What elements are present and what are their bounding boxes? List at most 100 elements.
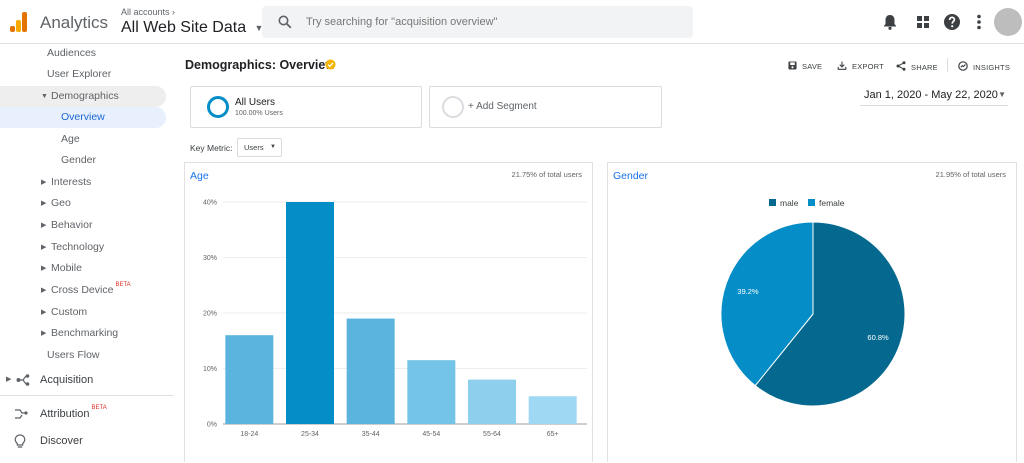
- pie-slice-female[interactable]: [720, 221, 814, 387]
- search-bar[interactable]: [262, 6, 693, 38]
- sidebar-item-cross-device[interactable]: ▶ Cross Device BETA: [0, 280, 166, 301]
- save-button[interactable]: SAVE: [788, 61, 822, 71]
- add-segment-label: + Add Segment: [468, 101, 537, 112]
- age-panel: Age 21.75% of total users 0% 10% 20% 30% 40%…: [184, 162, 593, 462]
- sidebar-item-label: Mobile: [51, 262, 82, 274]
- sidebar-item-label-wrap: Cross Device BETA: [51, 280, 131, 301]
- sidebar-item-custom[interactable]: ▶ Custom: [0, 302, 166, 323]
- avatar[interactable]: [994, 8, 1022, 36]
- search-input[interactable]: [306, 13, 676, 31]
- top-bar: Analytics All accounts › All Web Site Da…: [0, 0, 1024, 44]
- sidebar-item-geo[interactable]: ▶ Geo: [0, 193, 166, 214]
- bell-icon[interactable]: [880, 12, 900, 32]
- sidebar-item-mobile[interactable]: ▶ Mobile: [0, 258, 166, 279]
- x-tick-label: 65+: [547, 431, 559, 438]
- sidebar-item-behavior[interactable]: ▶ Behavior: [0, 215, 166, 236]
- beta-badge: BETA: [115, 282, 131, 288]
- beta-badge: BETA: [91, 405, 107, 411]
- legend-item-male[interactable]: male: [769, 198, 798, 208]
- bar-18-24[interactable]: [225, 335, 274, 424]
- apps-grid-icon[interactable]: [913, 12, 933, 32]
- search-icon: [278, 15, 292, 29]
- save-icon: [788, 61, 797, 70]
- chevron-right-icon: ›: [172, 7, 176, 17]
- bar-25-34[interactable]: [286, 202, 334, 424]
- sidebar-item-label: Acquisition: [40, 374, 94, 386]
- sidebar-item-label: Demographics: [51, 90, 119, 102]
- sidebar-item-label: User Explorer: [47, 68, 112, 80]
- sidebar-item-label: Benchmarking: [51, 327, 119, 339]
- gender-pie-chart: 60.8% 39.2%: [720, 221, 906, 407]
- add-segment-button[interactable]: + Add Segment: [429, 86, 662, 128]
- insights-label: INSIGHTS: [973, 63, 1011, 72]
- gender-pct-of-total: 21.95% of total users: [935, 170, 1006, 179]
- property-name: All Web Site Data: [121, 19, 247, 36]
- sidebar-item-gender[interactable]: Gender: [0, 150, 166, 171]
- sidebar-item-label: Interests: [51, 176, 92, 188]
- segment-all-users[interactable]: All Users 100.00% Users: [190, 86, 422, 128]
- export-icon: [837, 61, 847, 70]
- legend-swatch: [769, 199, 776, 206]
- more-vert-icon[interactable]: [969, 12, 989, 32]
- property-selector[interactable]: All Web Site Data ▼: [121, 19, 263, 37]
- sidebar-item-audiences[interactable]: Audiences: [0, 43, 166, 64]
- bar-45-54[interactable]: [407, 360, 456, 424]
- account-breadcrumb[interactable]: All accounts ›: [121, 7, 175, 17]
- y-tick-label: 20%: [203, 311, 217, 318]
- caret-down-icon: ▼: [998, 90, 1006, 99]
- x-tick-label: 25-34: [301, 431, 319, 438]
- bar-65+[interactable]: [528, 396, 577, 424]
- page-title: Demographics: Overview: [185, 58, 336, 72]
- sidebar-item-label: Cross Device: [51, 284, 114, 296]
- y-tick-label: 10%: [203, 366, 217, 373]
- insights-icon: [958, 61, 968, 71]
- sidebar-item-acquisition[interactable]: ▶ Acquisition: [0, 369, 174, 391]
- help-icon[interactable]: [942, 12, 962, 32]
- caret-down-icon: ▼: [270, 144, 276, 150]
- key-metric-value: Users: [244, 143, 264, 152]
- sidebar-item-benchmarking[interactable]: ▶ Benchmarking: [0, 323, 166, 344]
- empty-segment-ring-icon: [442, 96, 464, 118]
- sidebar-item-label: Audiences: [47, 47, 97, 59]
- acquisition-icon: [16, 374, 30, 386]
- age-pct-of-total: 21.75% of total users: [511, 170, 582, 179]
- pie-slice-male[interactable]: [754, 221, 906, 407]
- x-tick-label: 55-64: [483, 431, 501, 438]
- sidebar-item-discover[interactable]: Discover: [0, 430, 174, 452]
- caret-right-icon: ▶: [6, 376, 12, 383]
- caret-right-icon: ▶: [41, 179, 47, 186]
- attribution-icon: [15, 409, 28, 419]
- legend-label: female: [819, 198, 845, 208]
- date-range-picker[interactable]: Jan 1, 2020 - May 22, 2020 ▼: [860, 86, 1008, 106]
- segment-name: All Users: [235, 97, 276, 108]
- caret-down-icon: ▼: [254, 22, 264, 33]
- account-breadcrumb-label: All accounts: [121, 7, 170, 17]
- actions-divider: [947, 58, 948, 72]
- legend-item-female[interactable]: female: [808, 198, 845, 208]
- sidebar-item-age[interactable]: Age: [0, 129, 166, 150]
- key-metric-select[interactable]: Users ▼: [237, 138, 282, 157]
- insights-button[interactable]: INSIGHTS: [958, 61, 1010, 72]
- sidebar-item-attribution[interactable]: Attribution BETA: [0, 403, 174, 425]
- sidebar-item-demographics[interactable]: ▼ Demographics: [0, 86, 166, 107]
- sidebar-item-interests[interactable]: ▶ Interests: [0, 172, 166, 193]
- caret-right-icon: ▶: [41, 287, 47, 294]
- bar-35-44[interactable]: [346, 318, 395, 424]
- export-label: EXPORT: [852, 62, 884, 71]
- share-label: SHARE: [911, 63, 938, 72]
- app-name[interactable]: Analytics: [40, 13, 109, 32]
- sidebar-item-label: Age: [61, 133, 80, 145]
- sidebar-item-label: Behavior: [51, 219, 93, 231]
- bar-55-64[interactable]: [468, 379, 516, 424]
- caret-right-icon: ▶: [41, 200, 47, 207]
- y-tick-label: 30%: [203, 255, 217, 262]
- export-button[interactable]: EXPORT: [837, 61, 884, 71]
- caret-right-icon: ▶: [41, 244, 47, 251]
- sidebar-item-overview[interactable]: Overview: [0, 107, 166, 128]
- date-range-text: Jan 1, 2020 - May 22, 2020: [864, 89, 998, 101]
- analytics-logo-icon[interactable]: [10, 12, 28, 32]
- sidebar-item-technology[interactable]: ▶ Technology: [0, 237, 166, 258]
- sidebar-item-users-flow[interactable]: Users Flow: [0, 345, 166, 366]
- share-button[interactable]: SHARE: [896, 61, 938, 72]
- sidebar-item-user-explorer[interactable]: User Explorer: [0, 64, 166, 85]
